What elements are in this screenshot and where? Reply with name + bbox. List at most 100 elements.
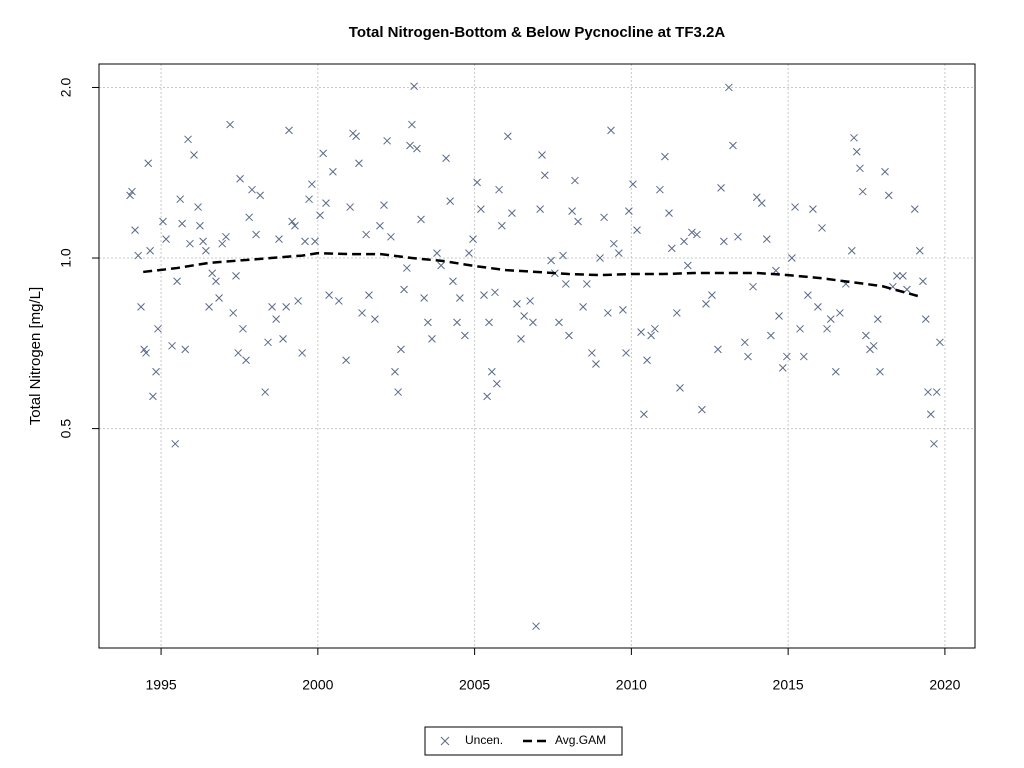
data-point bbox=[693, 230, 701, 239]
data-point bbox=[181, 345, 190, 354]
data-point bbox=[442, 154, 450, 163]
data-point bbox=[517, 335, 525, 343]
data-point bbox=[126, 191, 134, 200]
data-point bbox=[294, 297, 302, 305]
data-point bbox=[176, 195, 185, 204]
data-point bbox=[480, 291, 488, 299]
data-point bbox=[285, 126, 293, 135]
data-point bbox=[629, 180, 637, 189]
data-point bbox=[757, 199, 766, 207]
data-point bbox=[178, 219, 186, 228]
y-tick-label: 1.0 bbox=[58, 248, 74, 268]
data-point bbox=[199, 237, 207, 246]
data-point bbox=[128, 187, 136, 196]
data-point bbox=[352, 132, 360, 141]
data-point bbox=[346, 203, 354, 211]
x-tick-label: 2005 bbox=[459, 677, 490, 693]
data-point bbox=[532, 622, 540, 631]
data-point bbox=[173, 277, 181, 286]
data-point bbox=[406, 141, 414, 150]
data-point bbox=[893, 272, 901, 280]
data-point bbox=[239, 324, 247, 333]
y-tick-label: 2.0 bbox=[58, 78, 74, 98]
data-point bbox=[873, 315, 882, 324]
data-point bbox=[915, 246, 924, 255]
data-point bbox=[592, 360, 600, 368]
data-point bbox=[152, 367, 160, 376]
data-point bbox=[823, 324, 831, 333]
data-point bbox=[400, 285, 408, 294]
data-point bbox=[212, 277, 220, 286]
x-tick-label: 2020 bbox=[929, 677, 960, 693]
data-point bbox=[226, 120, 234, 129]
data-point bbox=[818, 224, 826, 232]
data-point bbox=[279, 335, 287, 343]
legend-label: Avg.GAM bbox=[555, 733, 606, 747]
legend-label: Uncen. bbox=[465, 733, 503, 747]
data-point bbox=[717, 183, 725, 192]
data-point bbox=[268, 303, 276, 311]
data-point bbox=[325, 291, 333, 299]
data-point bbox=[322, 199, 330, 207]
data-point bbox=[184, 135, 192, 144]
data-point bbox=[154, 324, 162, 333]
data-point bbox=[651, 324, 659, 333]
data-point bbox=[433, 249, 441, 258]
legend-marker bbox=[440, 736, 450, 746]
data-point bbox=[288, 217, 296, 226]
data-point bbox=[778, 363, 787, 372]
data-point bbox=[291, 221, 299, 230]
data-point bbox=[536, 205, 544, 213]
data-point bbox=[683, 261, 692, 270]
data-point bbox=[903, 285, 911, 294]
data-point bbox=[134, 251, 143, 260]
data-point bbox=[579, 303, 587, 311]
data-point bbox=[852, 147, 861, 156]
data-point bbox=[358, 309, 366, 317]
data-point bbox=[229, 309, 238, 317]
data-point bbox=[453, 318, 461, 327]
data-point bbox=[140, 345, 149, 354]
data-point bbox=[142, 349, 150, 357]
data-point bbox=[503, 132, 512, 141]
data-point bbox=[582, 280, 591, 288]
data-point bbox=[725, 83, 733, 92]
data-point bbox=[245, 213, 254, 222]
chart-title: Total Nitrogen-Bottom & Below Pycnocline… bbox=[349, 24, 726, 41]
data-point bbox=[729, 141, 737, 150]
data-point bbox=[647, 331, 655, 340]
data-point bbox=[809, 205, 817, 213]
data-point bbox=[252, 230, 260, 239]
data-point bbox=[162, 235, 170, 243]
data-point bbox=[609, 239, 618, 248]
data-point bbox=[596, 254, 604, 262]
data-point bbox=[930, 439, 938, 448]
data-point bbox=[665, 209, 673, 218]
data-point bbox=[714, 345, 722, 354]
data-point bbox=[884, 191, 893, 200]
data-point bbox=[234, 349, 243, 357]
data-point bbox=[734, 232, 742, 241]
data-point bbox=[371, 315, 379, 324]
data-point bbox=[417, 215, 425, 224]
data-point bbox=[749, 282, 757, 291]
data-point bbox=[498, 221, 506, 230]
data-point bbox=[926, 410, 935, 419]
data-point bbox=[622, 349, 630, 357]
data-point bbox=[205, 303, 213, 311]
data-point bbox=[559, 251, 567, 260]
data-point bbox=[640, 410, 648, 419]
data-point bbox=[186, 239, 194, 248]
data-point bbox=[637, 328, 645, 336]
data-point bbox=[449, 277, 457, 286]
data-point bbox=[437, 261, 445, 270]
data-point bbox=[477, 205, 485, 213]
data-point bbox=[676, 384, 684, 392]
data-point bbox=[876, 367, 884, 376]
data-point bbox=[508, 209, 516, 218]
data-point bbox=[796, 324, 804, 333]
x-tick-label: 1995 bbox=[146, 677, 177, 693]
data-point bbox=[342, 356, 350, 365]
